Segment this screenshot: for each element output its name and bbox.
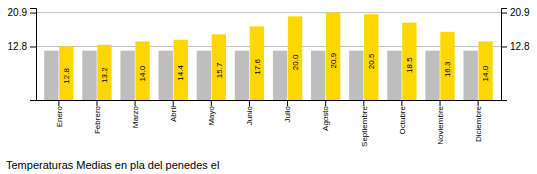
tick: Junio xyxy=(245,100,254,125)
plot: 12.8 13.2 14.0 14.4 15.7 17.6 20.0 20.9 20.5 18.5… xyxy=(8,7,530,147)
bar xyxy=(387,51,401,100)
bar xyxy=(273,51,287,100)
bar xyxy=(59,46,73,100)
data-label: 20.0 xyxy=(291,54,300,70)
bar xyxy=(135,41,149,100)
bar-series xyxy=(59,13,493,100)
tick-label: Abril xyxy=(169,106,178,122)
bar xyxy=(349,51,363,100)
data-label: 16.3 xyxy=(443,61,452,77)
bar xyxy=(326,13,340,100)
tick: Octubre xyxy=(398,100,407,134)
tick-mark xyxy=(363,100,364,106)
tick-label: Marzo xyxy=(131,105,140,128)
tick-label: 12.8 xyxy=(510,41,530,52)
tick-mark xyxy=(325,100,326,106)
tick-label: Septiembre xyxy=(360,105,369,146)
bar xyxy=(44,51,58,100)
bar xyxy=(159,51,173,100)
axis-line xyxy=(30,9,37,101)
tick-mark xyxy=(501,13,507,14)
bar xyxy=(174,40,188,100)
data-labels: 12.8 13.2 14.0 14.4 15.7 17.6 20.0 20.9 20.5 18.5… xyxy=(62,52,490,83)
bar xyxy=(364,14,378,100)
data-label: 12.8 xyxy=(62,68,71,84)
tick: Diciembre xyxy=(474,100,483,142)
x-axis: Enero Febrero Marzo Abril Mayo Junio Julio Agos… xyxy=(37,100,502,147)
bar xyxy=(425,51,439,100)
axis-line xyxy=(502,9,508,101)
tick-mark xyxy=(211,100,212,106)
tick-mark xyxy=(173,100,174,106)
tick: Agosto xyxy=(321,100,330,131)
bar xyxy=(440,32,454,100)
tick-mark xyxy=(501,46,507,47)
grid xyxy=(36,13,501,47)
axis-line xyxy=(37,100,502,101)
bar xyxy=(288,16,302,100)
bar xyxy=(212,34,226,100)
tick-label: Febrero xyxy=(93,105,102,134)
title: Temperaturas Medias en pla del penedes e… xyxy=(6,159,219,171)
tick: Julio xyxy=(283,100,292,122)
bar xyxy=(402,23,416,100)
tick-mark xyxy=(30,13,36,14)
tick-mark xyxy=(30,46,36,47)
y-axis: 12.8 20.9 xyxy=(8,7,37,100)
tick-label: Mayo xyxy=(207,105,216,125)
grid-line xyxy=(36,12,501,13)
tick-mark xyxy=(135,100,136,106)
tick-label: 20.9 xyxy=(510,7,530,18)
tick-label: Noviembre xyxy=(436,105,445,144)
bar xyxy=(235,51,249,100)
tick: 12.8 xyxy=(8,41,36,52)
bars xyxy=(44,13,493,100)
bar xyxy=(197,51,211,100)
tick-mark xyxy=(287,100,288,106)
tick-mark xyxy=(478,100,479,106)
tick-mark xyxy=(249,100,250,106)
tick: Enero xyxy=(55,100,64,127)
tick-label: Agosto xyxy=(321,105,330,130)
tick-mark xyxy=(440,100,441,106)
data-label: 14.0 xyxy=(138,65,147,81)
bar xyxy=(120,51,134,100)
data-label: 13.2 xyxy=(100,67,109,83)
tick: Mayo xyxy=(207,100,216,126)
data-label: 14.4 xyxy=(176,65,185,81)
tick-label: Julio xyxy=(283,105,292,122)
tick: 12.8 xyxy=(501,41,530,52)
bar xyxy=(250,26,264,100)
tick: Marzo xyxy=(131,100,140,128)
tick-mark xyxy=(58,100,59,106)
data-label: 20.9 xyxy=(329,52,338,68)
tick: Febrero xyxy=(93,100,102,134)
tick-mark xyxy=(96,100,97,106)
tick: Septiembre xyxy=(360,100,369,147)
data-label: 18.5 xyxy=(405,57,414,73)
tick-label: Junio xyxy=(245,105,254,125)
tick-label: 20.9 xyxy=(8,7,28,18)
tick-label: 12.8 xyxy=(8,41,28,52)
tick-mark xyxy=(401,100,402,106)
tick-label: Enero xyxy=(55,105,64,127)
tick: Abril xyxy=(169,100,178,122)
tick: Noviembre xyxy=(436,100,445,145)
chart: 12.8 13.2 14.0 14.4 15.7 17.6 20.0 20.9 20.5 18.5… xyxy=(0,0,537,174)
tick: 20.9 xyxy=(8,7,36,18)
bar xyxy=(82,51,96,100)
data-label: 15.7 xyxy=(215,62,224,78)
data-label: 20.5 xyxy=(367,53,376,69)
tick: 20.9 xyxy=(501,7,530,18)
y2-axis: 12.8 20.9 xyxy=(501,7,530,100)
data-label: 14.0 xyxy=(481,65,490,81)
bar xyxy=(97,45,111,100)
chart-container: 12.8 13.2 14.0 14.4 15.7 17.6 20.0 20.9 20.5 18.5… xyxy=(0,0,537,174)
tick-label: Octubre xyxy=(398,105,407,134)
bar xyxy=(311,51,325,100)
bar xyxy=(478,41,492,100)
tick-label: Diciembre xyxy=(474,105,483,142)
bar xyxy=(463,51,477,100)
data-label: 17.6 xyxy=(253,59,262,75)
